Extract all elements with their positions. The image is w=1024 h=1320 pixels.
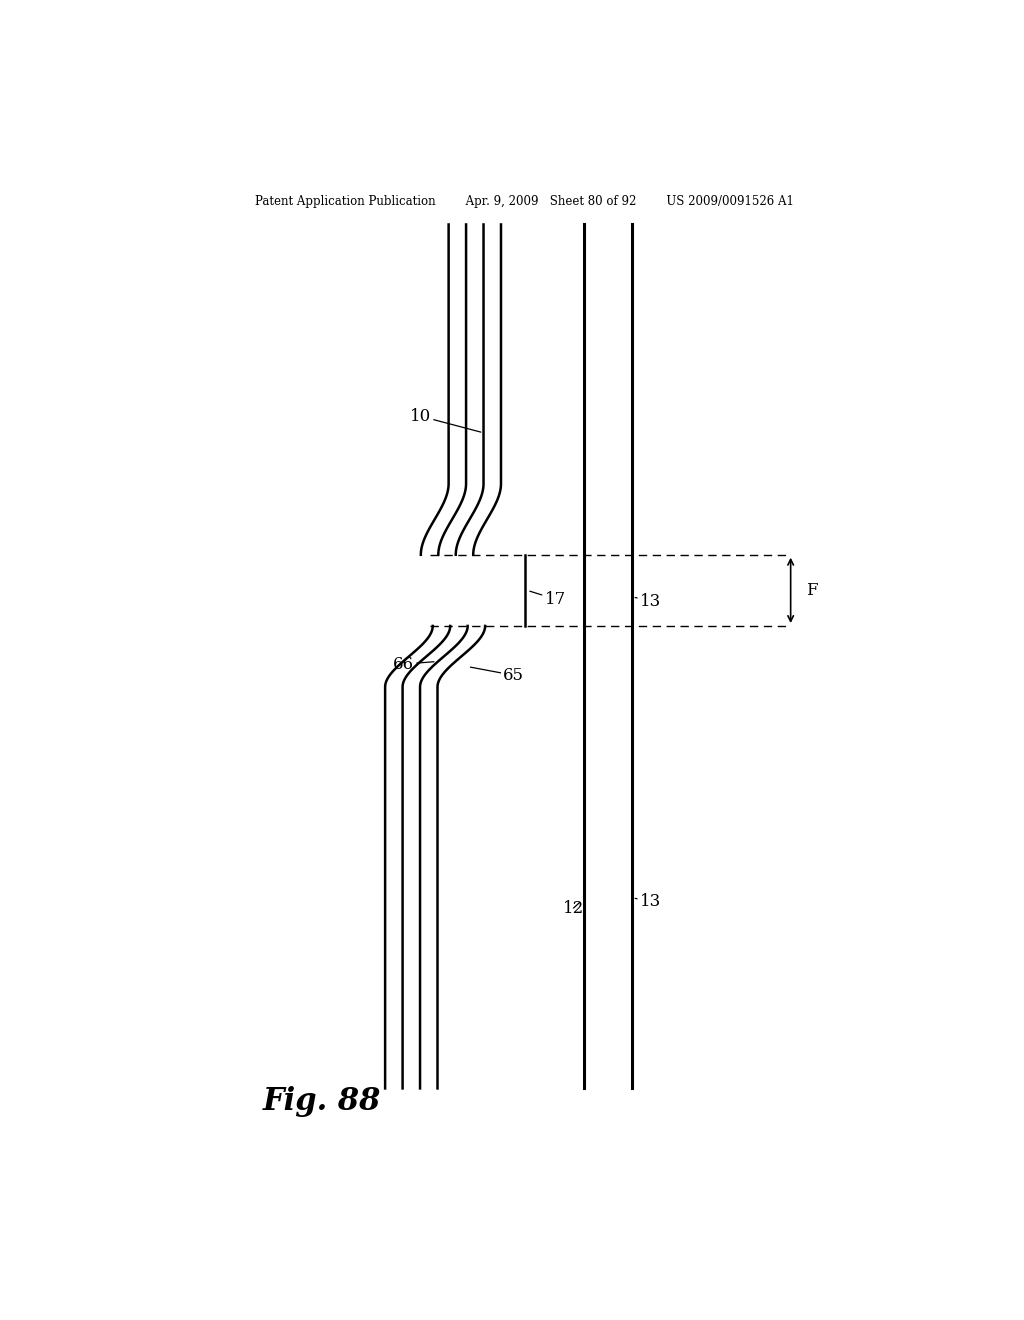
Text: 13: 13 — [635, 593, 662, 610]
Text: 66: 66 — [393, 656, 434, 673]
Text: 17: 17 — [529, 590, 566, 607]
Text: 10: 10 — [410, 408, 481, 432]
Text: 12: 12 — [563, 899, 584, 916]
Text: Fig. 88: Fig. 88 — [263, 1086, 381, 1117]
Text: 13: 13 — [635, 894, 662, 911]
Text: 65: 65 — [470, 667, 524, 684]
Text: Patent Application Publication        Apr. 9, 2009   Sheet 80 of 92        US 20: Patent Application Publication Apr. 9, 2… — [255, 194, 795, 207]
Text: F: F — [807, 582, 818, 599]
